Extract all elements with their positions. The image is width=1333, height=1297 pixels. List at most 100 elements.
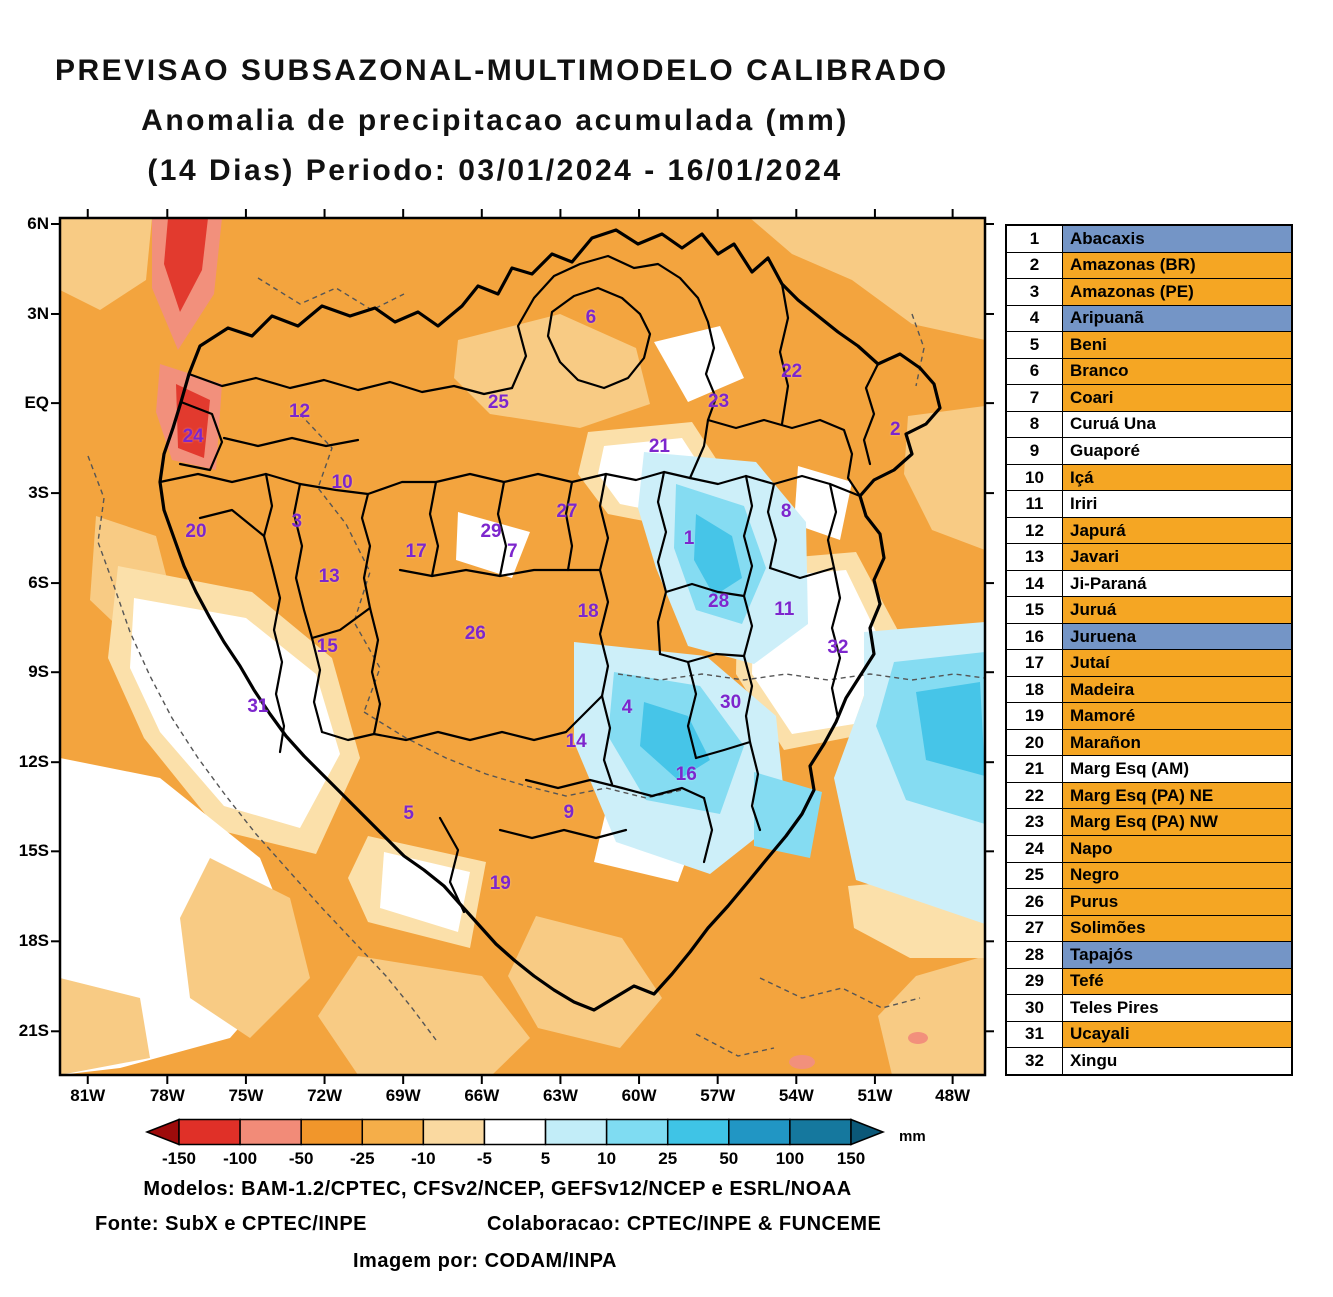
basin-row: 9 Guaporé xyxy=(1005,437,1293,465)
map-basin-number: 32 xyxy=(827,637,849,659)
map-basin-number: 19 xyxy=(489,872,511,894)
map-basin-number: 8 xyxy=(780,500,792,522)
scale-tick-label: -100 xyxy=(223,1149,258,1168)
basin-number-cell: 3 xyxy=(1005,278,1063,306)
basin-number-cell: 30 xyxy=(1005,994,1063,1022)
basin-row: 22 Marg Esq (PA) NE xyxy=(1005,781,1293,810)
basin-number-cell: 29 xyxy=(1005,967,1063,996)
lat-tick-label: 3S xyxy=(28,483,49,503)
map-basin-number: 31 xyxy=(247,696,269,718)
country-borders xyxy=(87,277,986,1057)
basin-row: 21 Marg Esq (AM) xyxy=(1005,755,1293,783)
basin-number-cell: 18 xyxy=(1005,675,1063,704)
basin-number-cell: 6 xyxy=(1005,357,1063,386)
basin-name-cell: Solimões xyxy=(1062,914,1293,943)
map-basin-number: 11 xyxy=(774,598,795,620)
lat-tick-label: EQ xyxy=(24,393,49,413)
map-basin-number: 22 xyxy=(781,361,803,383)
basin-name-cell: Mamoré xyxy=(1062,702,1293,730)
basin-name-cell: Amazonas (BR) xyxy=(1062,251,1293,280)
scale-tick-label: -50 xyxy=(288,1149,314,1168)
scale-tick-label: -25 xyxy=(349,1149,375,1168)
basin-number-cell: 32 xyxy=(1005,1047,1063,1076)
basin-number-cell: 20 xyxy=(1005,728,1063,757)
anomaly-shading-layer xyxy=(60,218,985,1075)
basin-name-cell: Aripuanã xyxy=(1062,304,1293,333)
lat-tick-label: 3N xyxy=(27,303,49,323)
basin-row: 31 Ucayali xyxy=(1005,1020,1293,1049)
basin-row: 30 Teles Pires xyxy=(1005,994,1293,1022)
basin-row: 15 Juruá xyxy=(1005,596,1293,624)
lat-tick-label: 6N xyxy=(27,213,49,233)
lat-tick-label: 9S xyxy=(28,662,49,682)
basin-row: 32 Xingu xyxy=(1005,1047,1293,1076)
basin-name-cell: Iriri xyxy=(1062,490,1293,518)
color-scale-labels: -150 -100 -50 -25 -10 -5 5 10 25 50 100 150 xyxy=(145,1146,885,1168)
basin-name-cell: Beni xyxy=(1062,331,1293,359)
basin-row: 28 Tapajós xyxy=(1005,941,1293,969)
basin-number-cell: 19 xyxy=(1005,702,1063,730)
lon-tick-label: 78W xyxy=(149,1086,185,1105)
scale-tick-label: 100 xyxy=(775,1149,805,1168)
basin-name-cell: Içá xyxy=(1062,463,1293,492)
basin-row: 14 Ji-Paraná xyxy=(1005,569,1293,598)
basin-row: 10 Içá xyxy=(1005,463,1293,492)
basin-row: 11 Iriri xyxy=(1005,490,1293,518)
basin-name-cell: Tapajós xyxy=(1062,941,1293,969)
lon-tick-label: 63W xyxy=(542,1086,578,1105)
basin-row: 12 Japurá xyxy=(1005,516,1293,545)
color-scale-bar xyxy=(144,1118,886,1146)
basin-row: 16 Juruena xyxy=(1005,622,1293,651)
basin-number-cell: 4 xyxy=(1005,304,1063,333)
basin-number-cell: 31 xyxy=(1005,1020,1063,1049)
basin-row: 1 Abacaxis xyxy=(1005,224,1293,253)
lat-tick-label: 18S xyxy=(18,931,49,951)
basin-number-cell: 2 xyxy=(1005,251,1063,280)
map-basin-number: 5 xyxy=(403,802,415,824)
basin-name-cell: Tefé xyxy=(1062,967,1293,996)
basin-row: 27 Solimões xyxy=(1005,914,1293,943)
scale-tick-label: -10 xyxy=(411,1149,436,1168)
title-line-2: Anomalia de precipitacao acumulada (mm) xyxy=(141,104,849,137)
lon-tick-label: 60W xyxy=(621,1086,657,1105)
basin-number-cell: 28 xyxy=(1005,941,1063,969)
map-basin-number: 26 xyxy=(464,622,486,644)
map-basin-number: 12 xyxy=(288,400,311,422)
basin-number-cell: 5 xyxy=(1005,331,1063,359)
map-basin-number: 20 xyxy=(185,520,207,542)
scale-tick-label: 5 xyxy=(540,1149,551,1168)
map-basin-number: 9 xyxy=(563,801,575,823)
basin-name-cell: Marg Esq (AM) xyxy=(1062,755,1293,783)
basin-name-cell: Madeira xyxy=(1062,675,1293,704)
lat-tick-label: 21S xyxy=(18,1021,49,1041)
map-basin-number: 29 xyxy=(480,520,502,542)
basin-row: 23 Marg Esq (PA) NW xyxy=(1005,808,1293,836)
map-basin-number: 3 xyxy=(291,511,303,533)
lon-tick-label: 81W xyxy=(70,1086,106,1105)
basin-name-cell: Negro xyxy=(1062,861,1293,890)
map-graphic xyxy=(51,209,994,1084)
basin-table-body: 1 Abacaxis 2 Amazonas (BR) 3 Amazonas (PE) 4 Ar… xyxy=(1005,224,1293,1076)
basin-row: 2 Amazonas (BR) xyxy=(1005,251,1293,280)
basin-number-layer: 1 2 3 4 5 6 7 8 9 10 11 12 13 14 15 16 17 18 19 20 21 22 23 24 2… xyxy=(60,218,985,1075)
scale-tick-label: 25 xyxy=(658,1149,678,1168)
map-basin-number: 30 xyxy=(720,692,742,714)
basin-number-cell: 15 xyxy=(1005,596,1063,624)
lon-tick-label: 66W xyxy=(464,1086,500,1105)
scale-tick-label: 150 xyxy=(836,1149,866,1168)
lat-tick-label: 12S xyxy=(18,752,49,772)
map-basin-number: 15 xyxy=(316,636,338,658)
basin-legend-table: 1 Abacaxis 2 Amazonas (BR) 3 Amazonas (PE) 4 Ar… xyxy=(1005,224,1293,1076)
basin-number-cell: 17 xyxy=(1005,649,1063,677)
map-tick-layer xyxy=(51,209,994,1084)
scale-tick-label: -5 xyxy=(476,1149,493,1168)
title-line-1: PREVISAO SUBSAZONAL-MULTIMODELO CALIBRAD… xyxy=(55,54,949,87)
basin-name-cell: Branco xyxy=(1062,357,1293,386)
basin-name-cell: Abacaxis xyxy=(1062,224,1293,253)
lon-tick-label: 54W xyxy=(778,1086,814,1105)
map-basin-number: 1 xyxy=(683,528,695,550)
lon-tick-label: 69W xyxy=(385,1086,421,1105)
basin-row: 3 Amazonas (PE) xyxy=(1005,278,1293,306)
basin-row: 26 Purus xyxy=(1005,888,1293,916)
